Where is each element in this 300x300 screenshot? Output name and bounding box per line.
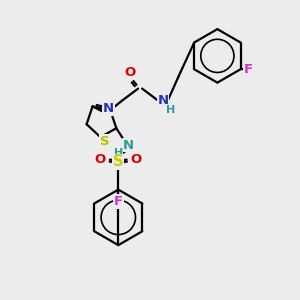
Text: H: H	[166, 105, 176, 116]
Text: O: O	[130, 153, 142, 167]
Text: O: O	[95, 153, 106, 167]
Text: F: F	[244, 63, 253, 76]
Text: N: N	[157, 94, 168, 107]
Text: F: F	[114, 195, 123, 208]
Text: N: N	[103, 102, 114, 115]
Text: N: N	[123, 139, 134, 152]
Text: S: S	[113, 154, 124, 169]
Text: H: H	[114, 148, 123, 158]
Text: S: S	[100, 135, 109, 148]
Text: O: O	[124, 66, 136, 79]
